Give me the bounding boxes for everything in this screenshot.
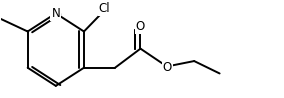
Text: O: O [163,61,172,74]
Text: N: N [51,7,60,20]
Text: O: O [136,20,145,33]
Text: Cl: Cl [99,2,110,15]
